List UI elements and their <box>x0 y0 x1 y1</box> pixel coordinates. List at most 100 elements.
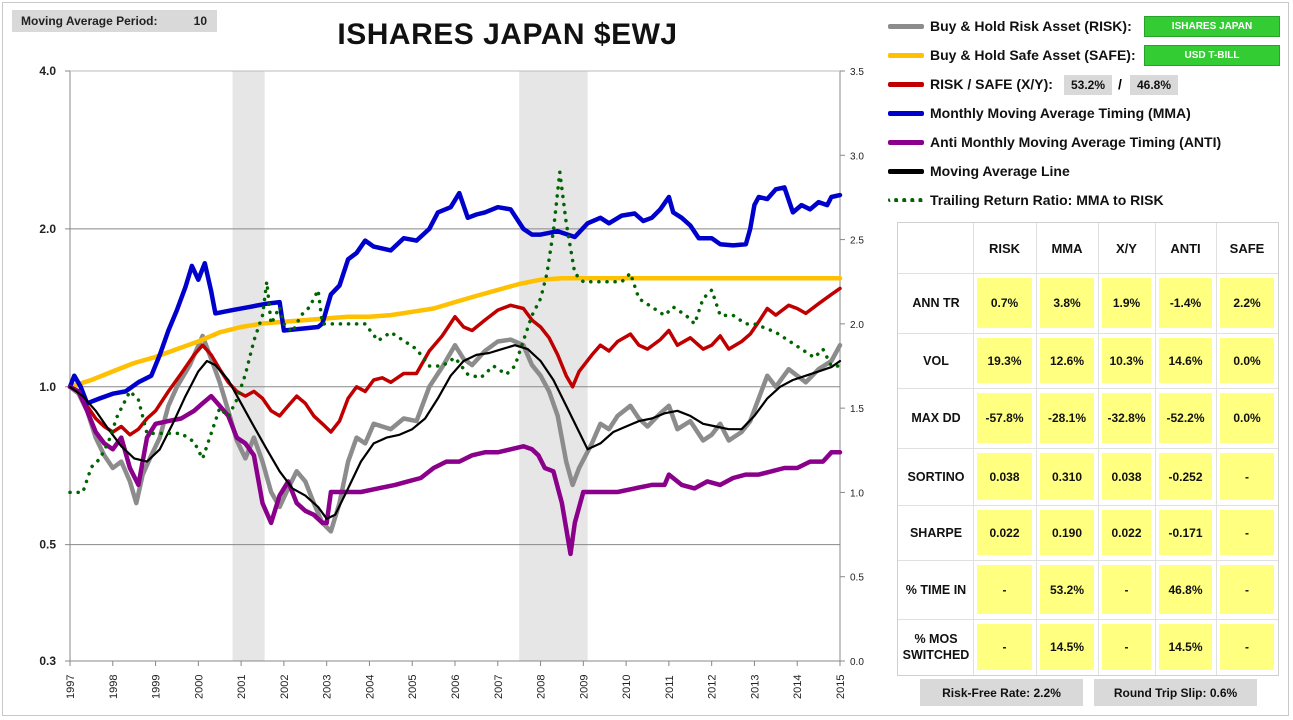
legend-label: RISK / SAFE (X/Y): <box>930 76 1053 92</box>
legend-label: Moving Average Line <box>930 163 1070 179</box>
legend-swatch <box>888 198 924 202</box>
table-gridline <box>898 388 1278 389</box>
y-right-tick-label: 2.5 <box>850 236 864 247</box>
x-tick-label: 2009 <box>578 675 590 699</box>
legend-swatch <box>888 139 924 145</box>
table-cell: -32.8% <box>1102 393 1151 443</box>
x-tick-label: 2014 <box>792 675 804 699</box>
table-cell: - <box>1102 565 1151 614</box>
round-trip-slip: Round Trip Slip: 0.6% <box>1094 679 1257 706</box>
table-gridline <box>898 505 1278 506</box>
shaded-period <box>519 71 588 661</box>
table-cell: 2.2% <box>1220 278 1274 328</box>
x-tick-label: 2006 <box>450 675 462 699</box>
legend-swatch <box>888 110 924 116</box>
table-header: MMA <box>1051 241 1083 256</box>
table-row-label: MAX DD <box>911 411 961 425</box>
x-tick-label: 2012 <box>707 675 719 699</box>
legend-item: Monthly Moving Average Timing (MMA) <box>888 102 1191 124</box>
table-gridline <box>1098 223 1099 675</box>
x-tick-label: 1997 <box>65 675 77 699</box>
table-row-label: % TIME IN <box>905 582 967 597</box>
y-right-tick-label: 2.0 <box>850 320 864 331</box>
ma-period-label: Moving Average Period: <box>21 14 158 28</box>
table-cell: - <box>1220 624 1274 670</box>
table-gridline <box>898 619 1278 620</box>
table-cell: -0.252 <box>1159 453 1212 500</box>
table-row-label: ANN TR <box>912 296 960 310</box>
series-line-risk <box>67 333 843 534</box>
table-cell: - <box>1220 565 1274 614</box>
y-right-tick-label: 1.0 <box>850 488 864 499</box>
chart-title: ISHARES JAPAN $EWJ <box>337 18 678 51</box>
table-gridline <box>898 560 1278 561</box>
legend-swatch <box>888 168 924 174</box>
x-tick-label: 2010 <box>621 675 633 699</box>
table-cell: 12.6% <box>1040 338 1094 383</box>
table-cell: 0.038 <box>1102 453 1151 500</box>
legend-item: Trailing Return Ratio: MMA to RISK <box>888 189 1164 211</box>
y-right-tick-label: 0.0 <box>850 657 864 668</box>
table-cell: 1.9% <box>1102 278 1151 328</box>
table-cell: - <box>1220 453 1274 500</box>
legend-item: Moving Average Line <box>888 160 1070 182</box>
series-line-anti <box>67 384 843 557</box>
legend-label: Monthly Moving Average Timing (MMA) <box>930 105 1191 121</box>
shaded-period <box>232 71 265 661</box>
legend-swatch <box>888 23 924 29</box>
xy-safe-pct: 46.8% <box>1130 75 1178 95</box>
x-tick-label: 2013 <box>749 675 761 699</box>
x-tick-label: 2001 <box>236 675 248 699</box>
table-cell: 19.3% <box>977 338 1032 383</box>
x-tick-label: 2008 <box>536 675 548 699</box>
legend-label: Anti Monthly Moving Average Timing (ANTI… <box>930 134 1222 150</box>
x-tick-label: 2000 <box>193 675 205 699</box>
x-tick-label: 2005 <box>407 675 419 699</box>
safe-asset-badge: USD T-BILL <box>1144 45 1280 66</box>
legend-label: Buy & Hold Risk Asset (RISK): <box>930 18 1132 34</box>
y-right-tick-label: 3.0 <box>850 151 864 162</box>
table-cell: - <box>977 624 1032 670</box>
table-header: SAFE <box>1229 241 1265 256</box>
x-tick-label: 2003 <box>322 675 334 699</box>
y-left-tick-label: 0.5 <box>39 538 56 552</box>
table-cell: 14.6% <box>1159 338 1212 383</box>
risk-free-rate: Risk-Free Rate: 2.2% <box>920 679 1083 706</box>
table-cell: 46.8% <box>1159 565 1212 614</box>
legend-swatch <box>888 81 924 87</box>
table-cell: - <box>977 565 1032 614</box>
series-line-trailing-return-ratio-mma-to-risk <box>68 170 842 495</box>
table-row-label: SHARPE <box>909 525 963 540</box>
series-line-safe <box>67 276 843 390</box>
table-cell: 0.022 <box>977 510 1032 555</box>
legend-item: Buy & Hold Safe Asset (SAFE): <box>888 44 1136 66</box>
x-tick-label: 2011 <box>664 675 676 699</box>
table-row-label: % MOS SWITCHED <box>902 632 970 662</box>
xy-slash: / <box>1118 76 1122 92</box>
table-cell: 14.5% <box>1159 624 1212 670</box>
table-cell: 0.0% <box>1220 338 1274 383</box>
table-header: RISK <box>988 241 1021 256</box>
table-cell: 0.310 <box>1040 453 1094 500</box>
x-tick-label: 2002 <box>279 675 291 699</box>
series-line-risk-safe-x-y <box>68 286 842 437</box>
table-cell: -1.4% <box>1159 278 1212 328</box>
table-cell: 3.8% <box>1040 278 1094 328</box>
table-cell: 0.0% <box>1220 393 1274 443</box>
ma-period-box: Moving Average Period: 10 <box>12 10 217 32</box>
ma-period-value: 10 <box>193 14 207 28</box>
table-gridline <box>1216 223 1217 675</box>
series-line-moving-average-line <box>68 344 842 520</box>
y-right-tick-label: 1.5 <box>850 404 864 415</box>
x-tick-label: 1998 <box>108 675 120 699</box>
table-gridline <box>898 448 1278 449</box>
legend-item: Buy & Hold Risk Asset (RISK): <box>888 15 1132 37</box>
table-gridline <box>973 223 974 675</box>
table-gridline <box>898 273 1278 274</box>
table-row-label: VOL <box>923 353 949 368</box>
table-cell: 0.7% <box>977 278 1032 328</box>
table-header: X/Y <box>1116 241 1137 256</box>
legend-label: Buy & Hold Safe Asset (SAFE): <box>930 47 1136 63</box>
